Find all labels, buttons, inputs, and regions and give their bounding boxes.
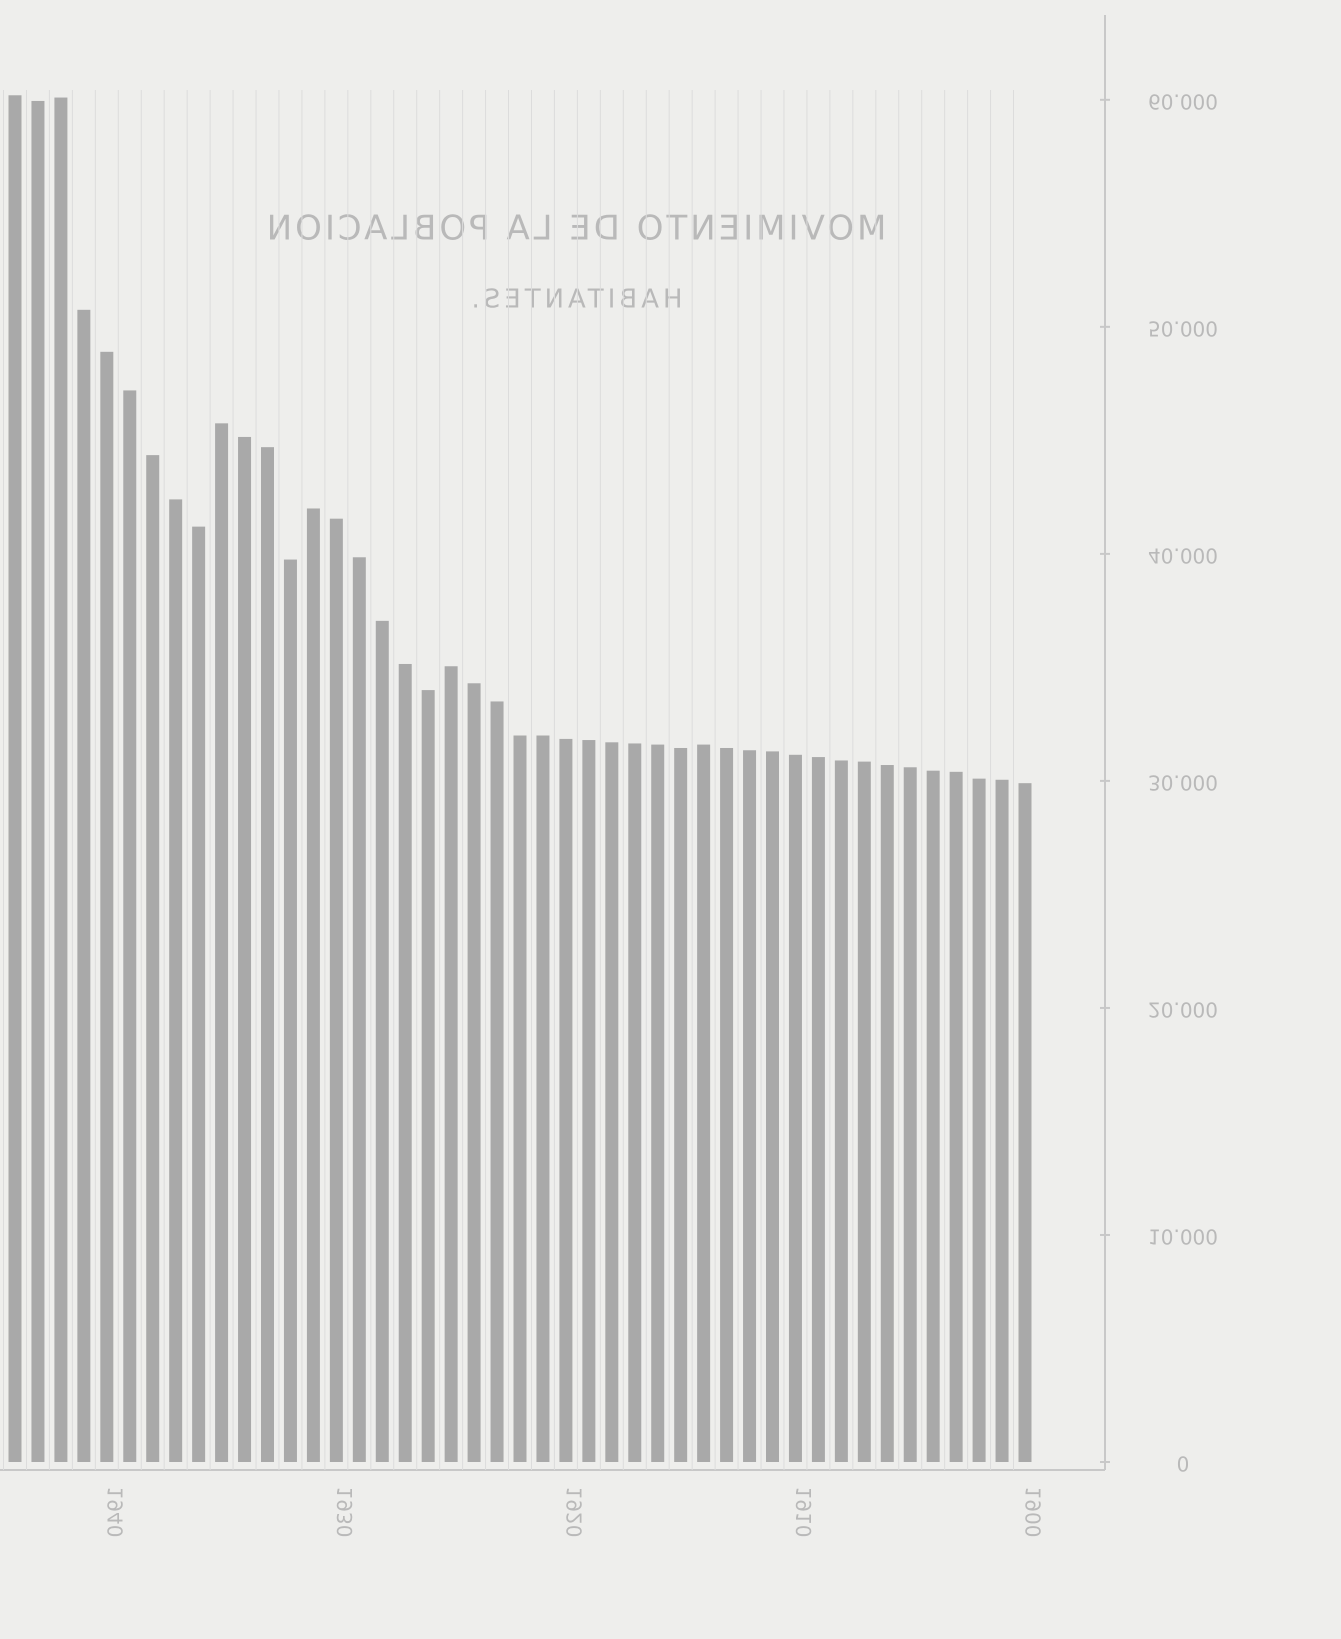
bar <box>605 742 619 1462</box>
y-tick-label: 60.000 <box>1148 89 1218 113</box>
bar <box>926 770 940 1462</box>
chart-title: MOVIMIENTO DE LA POBLACION <box>264 209 887 249</box>
bar <box>329 518 343 1462</box>
bar <box>513 735 527 1462</box>
y-tick-label: 50.000 <box>1148 316 1218 340</box>
bar <box>697 744 711 1462</box>
bar <box>949 771 963 1462</box>
bar <box>651 744 665 1462</box>
bar <box>146 455 160 1462</box>
bar <box>398 663 412 1462</box>
y-tick-label: 20.000 <box>1148 997 1218 1021</box>
bar <box>674 747 688 1462</box>
bar <box>215 423 229 1462</box>
y-tick-label: 10.000 <box>1148 1224 1218 1248</box>
bar <box>834 760 848 1462</box>
bar <box>559 738 573 1462</box>
bar <box>995 779 1009 1462</box>
x-tick-label: 1910 <box>792 1487 816 1538</box>
chart-subtitle: HABITANTES. <box>467 285 682 315</box>
bar <box>31 100 45 1463</box>
bar <box>582 740 596 1462</box>
bar <box>123 390 137 1463</box>
y-tick-label: 30.000 <box>1148 770 1218 794</box>
x-tick-label: 1930 <box>333 1487 357 1538</box>
bar <box>857 761 871 1462</box>
bar <box>375 620 389 1462</box>
y-tick-label: 40.000 <box>1148 543 1218 567</box>
bar <box>788 754 802 1462</box>
bar <box>444 666 458 1462</box>
bar <box>490 701 504 1462</box>
bar <box>352 557 366 1462</box>
bar <box>192 526 206 1462</box>
bar <box>77 309 91 1462</box>
bar <box>54 97 68 1462</box>
bar <box>903 767 917 1462</box>
bar <box>972 778 986 1462</box>
bar <box>720 747 734 1462</box>
bar <box>628 743 642 1462</box>
bar <box>261 447 274 1463</box>
bar <box>536 735 550 1462</box>
plot-area: MOVIMIENTO DE LA POBLACION HABITANTES. 0… <box>0 15 1218 1537</box>
bar <box>169 499 183 1462</box>
bar <box>1018 783 1032 1462</box>
bar <box>238 436 252 1463</box>
bar <box>283 559 297 1462</box>
bar <box>467 683 481 1462</box>
bar <box>743 750 757 1462</box>
x-tick-label: 1900 <box>1022 1487 1046 1538</box>
bar <box>766 751 779 1462</box>
bar <box>811 757 825 1462</box>
bar <box>100 351 114 1463</box>
y-tick-label: 0 <box>1177 1452 1190 1476</box>
x-tick-label: 1940 <box>103 1487 127 1538</box>
bar <box>306 508 320 1462</box>
bar <box>880 765 894 1462</box>
bar <box>8 95 22 1463</box>
bar <box>421 690 435 1462</box>
x-tick-label: 1920 <box>562 1487 586 1538</box>
